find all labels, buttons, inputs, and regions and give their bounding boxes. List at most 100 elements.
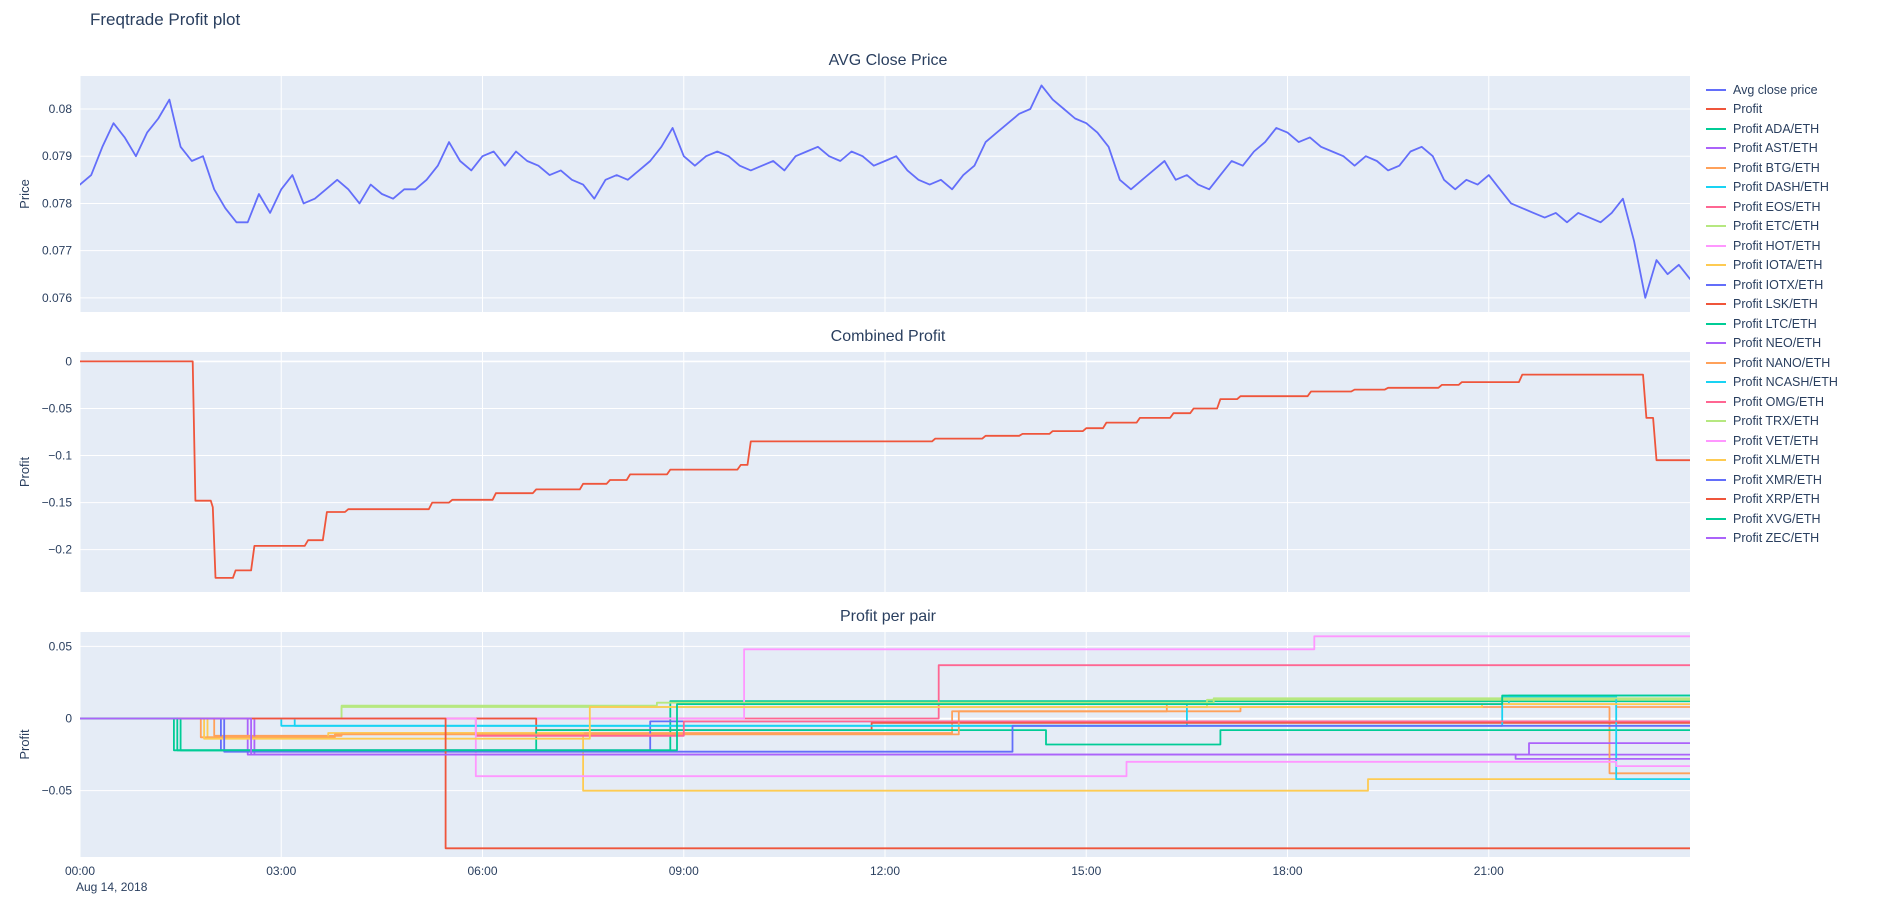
legend-label: Profit XVG/ETH bbox=[1733, 511, 1821, 526]
legend-swatch bbox=[1706, 420, 1726, 423]
legend-item[interactable]: Profit DASH/ETH bbox=[1706, 178, 1888, 198]
legend-swatch bbox=[1706, 225, 1726, 228]
legend-label: Profit DASH/ETH bbox=[1733, 180, 1829, 195]
x-tick-label: 06:00 bbox=[467, 864, 497, 878]
y-axis-label: Profit bbox=[17, 456, 32, 487]
y-tick-label: −0.05 bbox=[42, 401, 73, 415]
legend-swatch bbox=[1706, 205, 1726, 208]
legend-swatch bbox=[1706, 400, 1726, 403]
legend-label: Profit ADA/ETH bbox=[1733, 121, 1820, 136]
legend-swatch bbox=[1706, 498, 1726, 501]
legend-item[interactable]: Profit NANO/ETH bbox=[1706, 353, 1888, 373]
legend: Avg close price Profit Profit ADA/ETH Profi… bbox=[1696, 44, 1896, 895]
legend-item[interactable]: Profit EOS/ETH bbox=[1706, 197, 1888, 217]
legend-item[interactable]: Profit XLM/ETH bbox=[1706, 451, 1888, 471]
x-tick-label: 18:00 bbox=[1272, 864, 1302, 878]
legend-swatch bbox=[1706, 108, 1726, 111]
y-tick-label: 0 bbox=[65, 354, 72, 368]
series-profit-xvg-eth bbox=[80, 694, 1690, 752]
x-tick-label: 03:00 bbox=[266, 864, 296, 878]
legend-item[interactable]: Profit XMR/ETH bbox=[1706, 470, 1888, 490]
subplot-profit-per-pair: Profit per pair 0.05 0 −0.05 Profit 00:00 03:… bbox=[14, 606, 1696, 895]
legend-item[interactable]: Profit OMG/ETH bbox=[1706, 392, 1888, 412]
legend-swatch bbox=[1706, 381, 1726, 384]
plot-area-combined-profit[interactable]: 0 −0.05 −0.1 −0.15 −0.2 Profit bbox=[14, 352, 1696, 592]
legend-item[interactable]: Avg close price bbox=[1706, 80, 1888, 100]
legend-item[interactable]: Profit ADA/ETH bbox=[1706, 119, 1888, 139]
legend-label: Profit IOTA/ETH bbox=[1733, 258, 1823, 273]
y-tick-label: −0.2 bbox=[48, 543, 72, 557]
subplot-title-combined-profit: Combined Profit bbox=[830, 328, 946, 345]
legend-label: Profit IOTX/ETH bbox=[1733, 277, 1824, 292]
legend-item[interactable]: Profit VET/ETH bbox=[1706, 431, 1888, 451]
legend-item[interactable]: Profit HOT/ETH bbox=[1706, 236, 1888, 256]
y-tick-label: −0.1 bbox=[48, 449, 72, 463]
legend-item[interactable]: Profit ZEC/ETH bbox=[1706, 529, 1888, 549]
series-profit-xrp-eth bbox=[80, 717, 1690, 850]
y-tick-label: 0.08 bbox=[49, 102, 73, 116]
legend-item[interactable]: Profit LSK/ETH bbox=[1706, 295, 1888, 315]
legend-label: Profit LTC/ETH bbox=[1733, 316, 1817, 331]
legend-swatch bbox=[1706, 244, 1726, 247]
legend-swatch bbox=[1706, 342, 1726, 345]
series-profit-zec-eth bbox=[80, 717, 1690, 760]
series-profit-hot-eth bbox=[80, 635, 1690, 720]
legend-swatch bbox=[1706, 88, 1726, 91]
legend-label: Avg close price bbox=[1733, 82, 1818, 97]
legend-item[interactable]: Profit ETC/ETH bbox=[1706, 217, 1888, 237]
plot-area-profit-per-pair[interactable]: 0.05 0 −0.05 Profit 00:00 03:00 06:00 09:00 12:0… bbox=[14, 632, 1696, 895]
legend-swatch bbox=[1706, 361, 1726, 364]
legend-swatch bbox=[1706, 537, 1726, 540]
legend-swatch bbox=[1706, 478, 1726, 481]
legend-label: Profit ZEC/ETH bbox=[1733, 531, 1820, 546]
legend-swatch bbox=[1706, 322, 1726, 325]
page-title: Freqtrade Profit plot bbox=[90, 10, 241, 29]
subplot-title-avg-close-price: AVG Close Price bbox=[828, 52, 948, 69]
legend-item[interactable]: Profit XRP/ETH bbox=[1706, 490, 1888, 510]
x-tick-label: 09:00 bbox=[669, 864, 699, 878]
legend-item[interactable]: Profit AST/ETH bbox=[1706, 139, 1888, 159]
series-avg-close-price bbox=[80, 84, 1690, 299]
legend-swatch bbox=[1706, 264, 1726, 267]
plot-area-avg-close-price[interactable]: 0.076 0.077 0.078 0.079 0.08 Price bbox=[14, 76, 1696, 312]
legend-swatch bbox=[1706, 127, 1726, 130]
legend-item[interactable]: Profit NEO/ETH bbox=[1706, 334, 1888, 354]
legend-label: Profit EOS/ETH bbox=[1733, 199, 1821, 214]
legend-item[interactable]: Profit IOTA/ETH bbox=[1706, 256, 1888, 276]
legend-label: Profit NEO/ETH bbox=[1733, 336, 1822, 351]
legend-item[interactable]: Profit BTG/ETH bbox=[1706, 158, 1888, 178]
legend-label: Profit BTG/ETH bbox=[1733, 160, 1820, 175]
series-profit bbox=[80, 360, 1690, 579]
y-axis-label: Price bbox=[17, 179, 32, 209]
series-profit-ltc-eth bbox=[80, 717, 1690, 752]
y-tick-label: 0.076 bbox=[42, 291, 72, 305]
legend-item[interactable]: Profit TRX/ETH bbox=[1706, 412, 1888, 432]
legend-item[interactable]: Profit bbox=[1706, 100, 1888, 120]
legend-label: Profit XRP/ETH bbox=[1733, 492, 1820, 507]
legend-label: Profit XLM/ETH bbox=[1733, 453, 1820, 468]
legend-swatch bbox=[1706, 517, 1726, 520]
subplot-title-profit-per-pair: Profit per pair bbox=[839, 608, 937, 625]
legend-label: Profit bbox=[1733, 102, 1763, 117]
legend-label: Profit XMR/ETH bbox=[1733, 472, 1822, 487]
series-profit-vet-eth bbox=[80, 717, 1690, 778]
legend-item[interactable]: Profit XVG/ETH bbox=[1706, 509, 1888, 529]
legend-swatch bbox=[1706, 186, 1726, 189]
series-profit-trx-eth bbox=[80, 697, 1690, 720]
legend-item[interactable]: Profit NCASH/ETH bbox=[1706, 373, 1888, 393]
legend-item[interactable]: Profit LTC/ETH bbox=[1706, 314, 1888, 334]
legend-label: Profit TRX/ETH bbox=[1733, 414, 1819, 429]
legend-swatch bbox=[1706, 459, 1726, 462]
legend-swatch bbox=[1706, 303, 1726, 306]
y-tick-label: 0.077 bbox=[42, 244, 72, 258]
legend-label: Profit ETC/ETH bbox=[1733, 219, 1820, 234]
legend-label: Profit OMG/ETH bbox=[1733, 394, 1824, 409]
x-tick-label: 21:00 bbox=[1474, 864, 1504, 878]
y-tick-label: 0.05 bbox=[49, 639, 73, 653]
legend-item[interactable]: Profit IOTX/ETH bbox=[1706, 275, 1888, 295]
legend-label: Profit VET/ETH bbox=[1733, 433, 1819, 448]
legend-swatch bbox=[1706, 439, 1726, 442]
y-tick-label: −0.05 bbox=[42, 784, 73, 798]
x-tick-label: 15:00 bbox=[1071, 864, 1101, 878]
